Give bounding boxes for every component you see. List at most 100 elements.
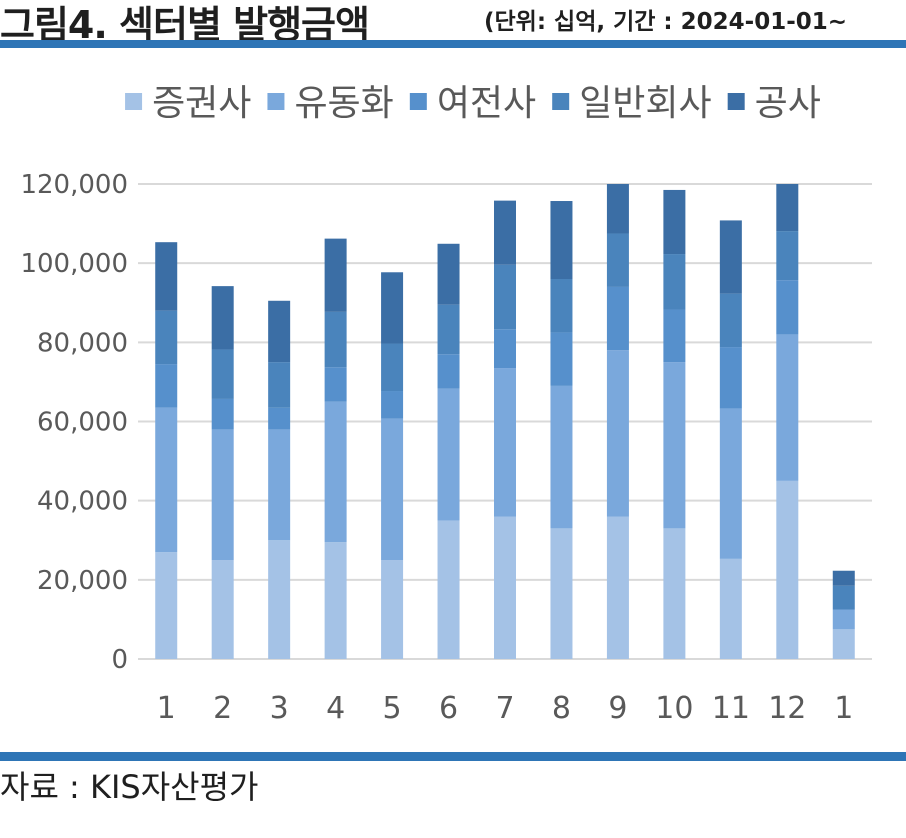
bar-segment	[155, 407, 178, 553]
x-tick-label: 1	[834, 691, 853, 726]
page-subtitle: (단위: 십억, 기간 : 2024-01-01~	[484, 9, 848, 35]
legend-swatch	[552, 93, 570, 110]
bar-segment	[832, 585, 855, 610]
bar-segment	[155, 552, 178, 659]
bar-segment	[494, 264, 516, 330]
bar-segment	[324, 542, 347, 659]
bar-segment	[606, 184, 629, 234]
x-tick-label: 10	[655, 691, 693, 726]
bar-segment	[606, 516, 629, 659]
x-tick-label: 7	[495, 691, 514, 726]
bar-segment	[832, 609, 855, 630]
legend-item: 여전사	[409, 83, 536, 124]
bottom-divider	[0, 752, 906, 761]
bar-segment	[832, 570, 855, 586]
x-tick-label: 5	[383, 691, 402, 726]
bar-segment	[550, 279, 573, 333]
bar-segment	[381, 418, 404, 561]
bar-segment	[268, 429, 291, 541]
bar-segment	[437, 243, 460, 305]
y-tick-label: 80,000	[37, 328, 128, 358]
bar-segment	[211, 429, 234, 561]
bar-segment	[324, 311, 347, 368]
bar-segment	[324, 238, 347, 312]
bar-segment	[663, 254, 686, 310]
bar-segment	[832, 629, 855, 659]
y-tick-label: 40,000	[37, 487, 128, 517]
top-divider	[0, 40, 906, 48]
bar-segment	[324, 367, 347, 402]
legend-item: 증권사	[125, 83, 251, 124]
legend-swatch	[267, 93, 285, 110]
bar-segment	[437, 304, 460, 355]
chart-bars	[155, 184, 855, 659]
legend-label: 여전사	[437, 83, 536, 124]
bar-segment	[381, 560, 404, 659]
chart-legend: 증권사 유동화 여전사 일반회사 공사	[125, 83, 821, 124]
x-tick-label: 2	[213, 691, 232, 726]
x-tick-label: 6	[439, 691, 458, 726]
x-tick-label: 9	[608, 691, 627, 726]
bar-segment	[550, 201, 573, 279]
bar-segment	[268, 540, 291, 659]
bar-segment	[663, 189, 686, 255]
bar-segment	[437, 388, 460, 521]
y-tick-label: 20,000	[37, 566, 128, 596]
legend-swatch	[125, 93, 143, 110]
bar-segment	[776, 480, 799, 659]
bar-segment	[550, 332, 573, 386]
legend-label: 유동화	[294, 83, 393, 124]
bar-segment	[381, 391, 404, 419]
bar-segment	[663, 528, 686, 659]
x-tick-label: 12	[768, 691, 806, 726]
x-tick-label: 4	[326, 691, 345, 726]
bar-segment	[776, 184, 799, 232]
legend-label: 증권사	[152, 83, 251, 124]
bar-segment	[381, 343, 404, 392]
y-tick-label: 100,000	[20, 249, 128, 279]
bar-segment	[494, 368, 516, 517]
x-tick-label: 11	[712, 691, 750, 726]
source-note: 자료 : KIS자산평가	[0, 768, 259, 806]
bar-segment	[324, 401, 347, 543]
bar-segment	[663, 309, 686, 363]
bar-segment	[663, 362, 686, 529]
bar-segment	[494, 200, 516, 265]
y-axis: 0 20,000 40,000 60,000 80,000 100,000 120,000	[20, 170, 128, 675]
bar-segment	[211, 286, 234, 350]
bar-segment	[211, 349, 234, 399]
legend-item: 유동화	[267, 83, 394, 124]
header: 그림4. 섹터별 발행금액 (단위: 십억, 기간 : 2024-01-01~	[0, 0, 906, 40]
bar-segment	[776, 334, 799, 481]
bar-segment	[550, 528, 573, 659]
y-tick-label: 0	[111, 645, 128, 675]
bar-segment	[381, 272, 404, 344]
x-tick-label: 1	[157, 691, 176, 726]
bar-segment	[719, 220, 742, 294]
bar-segment	[719, 293, 742, 348]
bar-segment	[719, 558, 742, 659]
legend-label: 공사	[755, 83, 821, 124]
bar-segment	[494, 329, 516, 369]
page-title: 그림4. 섹터별 발행금액	[0, 3, 370, 40]
x-tick-label: 3	[270, 691, 289, 726]
legend-swatch	[409, 93, 427, 110]
x-axis: 1 2 3 4 5 6 7 8 9 10 11 12 1	[157, 691, 854, 726]
bar-segment	[155, 310, 178, 365]
bar-segment	[211, 398, 234, 430]
x-tick-label: 8	[552, 691, 571, 726]
y-tick-label: 60,000	[37, 408, 128, 438]
bar-segment	[606, 286, 629, 351]
bar-segment	[211, 560, 234, 659]
bar-segment	[268, 407, 291, 430]
legend-item: 일반회사	[552, 83, 712, 124]
y-tick-label: 120,000	[20, 170, 128, 200]
bar-segment	[776, 231, 799, 281]
bar-segment	[155, 242, 178, 311]
stacked-bar-chart: 증권사 유동화 여전사 일반회사 공사 0 20,000 40,000 60,000 80,00…	[20, 83, 872, 726]
bar-segment	[606, 233, 629, 287]
legend-item: 공사	[727, 83, 821, 124]
bar-segment	[719, 408, 742, 559]
legend-swatch	[727, 93, 745, 110]
bar-segment	[606, 350, 629, 517]
